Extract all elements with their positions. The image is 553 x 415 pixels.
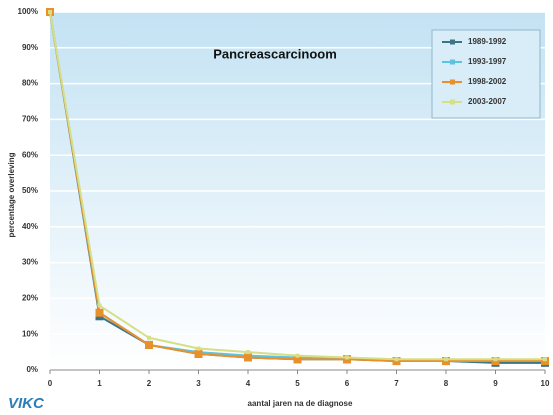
legend-marker [450, 79, 455, 85]
data-point [244, 353, 252, 362]
logo: VIKC [8, 395, 45, 412]
y-tick-label: 60% [22, 150, 38, 159]
x-tick-label: 10 [541, 379, 550, 388]
data-point [194, 349, 203, 358]
x-tick-label: 9 [493, 379, 498, 388]
x-tick-label: 0 [48, 379, 53, 388]
y-tick-label: 30% [22, 258, 38, 267]
x-tick-label: 8 [444, 379, 449, 388]
legend-label: 1989-1992 [468, 37, 507, 46]
data-point [295, 353, 300, 358]
data-point [543, 357, 547, 362]
x-tick-label: 1 [97, 379, 102, 388]
y-tick-label: 80% [22, 79, 38, 88]
data-point [147, 335, 151, 340]
y-tick-label: 100% [18, 7, 38, 16]
y-tick-label: 70% [22, 115, 38, 124]
legend-marker [450, 59, 455, 65]
data-point [95, 308, 104, 317]
data-point [48, 10, 52, 14]
data-point [444, 357, 448, 362]
data-point [493, 357, 498, 362]
x-tick-label: 6 [345, 379, 350, 388]
chart-title: Pancreascarcinoom [213, 46, 337, 61]
x-tick-label: 7 [394, 379, 399, 388]
y-tick-label: 0% [26, 365, 38, 374]
legend-marker [450, 39, 455, 45]
legend-marker [450, 99, 455, 105]
y-tick-label: 10% [22, 329, 38, 338]
legend-label: 2003-2007 [468, 97, 507, 106]
legend-label: 1993-1997 [468, 57, 507, 66]
data-point [293, 355, 302, 364]
y-tick-label: 90% [22, 43, 38, 52]
x-tick-label: 4 [246, 379, 251, 388]
x-axis-label: aantal jaren na de diagnose [248, 399, 353, 408]
data-point [196, 346, 201, 351]
y-tick-label: 40% [22, 222, 38, 231]
data-point [394, 357, 399, 362]
y-tick-label: 20% [22, 294, 38, 303]
data-point [97, 303, 102, 308]
x-tick-label: 2 [147, 379, 152, 388]
y-tick-label: 50% [22, 186, 38, 195]
y-axis-label: percentage overleving [7, 152, 16, 237]
x-tick-label: 3 [196, 379, 201, 388]
x-tick-label: 5 [295, 379, 300, 388]
data-point [345, 355, 349, 360]
data-point [246, 350, 250, 355]
legend-label: 1998-2002 [468, 77, 507, 86]
data-point [145, 340, 153, 349]
